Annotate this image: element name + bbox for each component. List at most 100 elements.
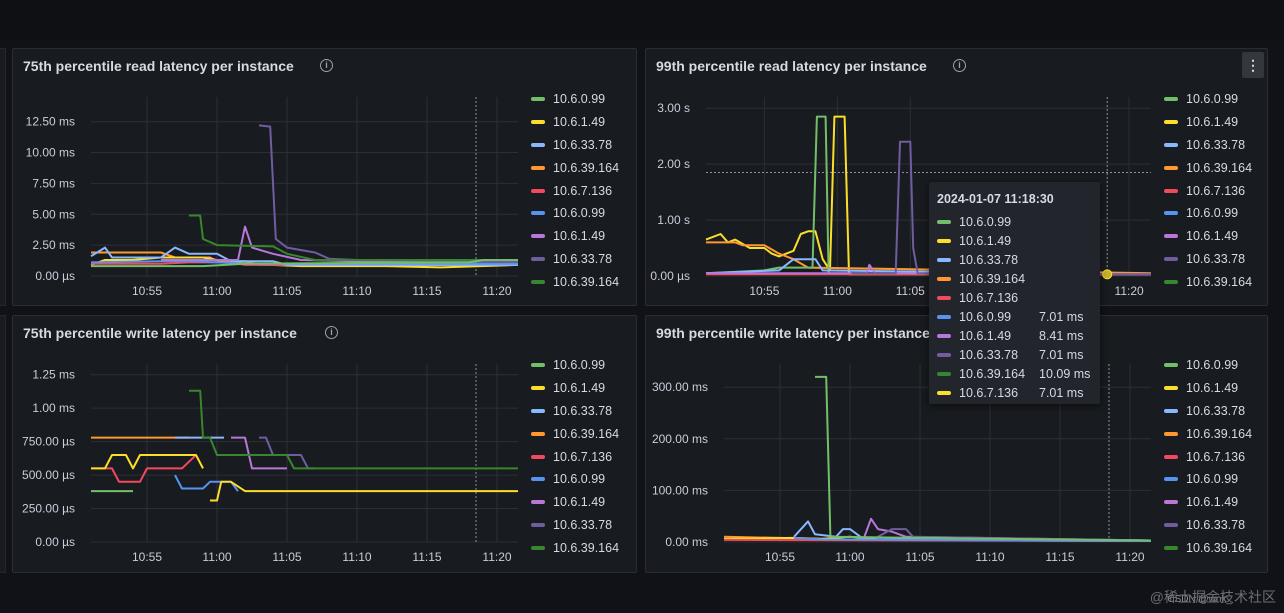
tooltip-row: 10.6.1.49 8.41 ms [937, 326, 1092, 345]
series-line[interactable] [815, 375, 1152, 542]
legend-swatch [531, 454, 545, 459]
legend-item[interactable]: 10.6.0.99 [1164, 88, 1252, 111]
tooltip-row: 10.6.0.99 7.01 ms [937, 307, 1092, 326]
watermark-sub: CSDN @wnk_ [1167, 594, 1232, 605]
legend-item[interactable]: 10.6.0.99 [531, 468, 619, 491]
series-line[interactable] [706, 241, 1152, 275]
series-line[interactable] [231, 436, 287, 470]
x-tick-label: 11:20 [1115, 284, 1144, 298]
panel-write-75th[interactable]: 75th percentile write latency per instan… [12, 315, 637, 573]
panel-title[interactable]: 99th percentile read latency per instanc… [656, 58, 927, 74]
panel-title[interactable]: 75th percentile read latency per instanc… [23, 58, 294, 74]
legend-item[interactable]: 10.6.39.164 [1164, 270, 1252, 293]
legend-label: 10.6.1.49 [1186, 229, 1239, 244]
legend-label: 10.6.33.78 [553, 517, 613, 532]
series-line[interactable] [210, 480, 518, 502]
series-line[interactable] [174, 474, 239, 492]
y-tick-label: 300.00 ms [652, 380, 708, 394]
legend-item[interactable]: 10.6.39.164 [531, 270, 619, 293]
legend-item[interactable]: 10.6.1.49 [531, 491, 619, 514]
series-line[interactable] [705, 258, 1152, 276]
legend-item[interactable]: 10.6.0.99 [1164, 354, 1252, 377]
legend-label: 10.6.33.78 [1186, 137, 1246, 152]
tooltip-swatch [937, 371, 951, 376]
series-line[interactable] [90, 246, 518, 266]
legend-item[interactable]: 10.6.33.78 [1164, 400, 1252, 423]
legend-item[interactable]: 10.6.33.78 [1164, 514, 1252, 537]
legend-item[interactable]: 10.6.7.136 [1164, 179, 1252, 202]
legend-item[interactable]: 10.6.33.78 [1164, 134, 1252, 157]
legend-item[interactable]: 10.6.7.136 [531, 179, 619, 202]
series-line[interactable] [189, 214, 518, 261]
series-line[interactable] [258, 124, 519, 263]
legend-label: 10.6.33.78 [1186, 403, 1246, 418]
legend-item[interactable]: 10.6.39.164 [1164, 156, 1252, 179]
legend-swatch [531, 120, 545, 125]
y-tick-label: 12.50 ms [26, 115, 75, 129]
tooltip-series-value: 8.41 ms [1039, 328, 1084, 343]
legend-label: 10.6.0.99 [553, 358, 606, 373]
legend-item[interactable]: 10.6.0.99 [531, 202, 619, 225]
legend-item[interactable]: 10.6.39.164 [531, 156, 619, 179]
legend-item[interactable]: 10.6.7.136 [1164, 445, 1252, 468]
series-line[interactable] [91, 259, 518, 268]
series-line[interactable] [91, 454, 204, 470]
y-tick-label: 3.00 s [657, 101, 690, 115]
legend-item[interactable]: 10.6.33.78 [531, 134, 619, 157]
legend-item[interactable]: 10.6.1.49 [531, 225, 619, 248]
legend-item[interactable]: 10.6.33.78 [531, 248, 619, 271]
panel-title[interactable]: 75th percentile write latency per instan… [23, 325, 297, 341]
hover-tooltip: 2024-01-07 11:18:30 10.6.0.99 10.6.1.49 10… [929, 182, 1100, 404]
legend-item[interactable]: 10.6.33.78 [531, 514, 619, 537]
info-icon[interactable]: i [953, 59, 966, 72]
legend-item[interactable]: 10.6.1.49 [531, 377, 619, 400]
legend: 10.6.0.99 10.6.1.49 10.6.33.78 10.6.39.164 1… [531, 88, 619, 293]
y-tick-label: 1.25 ms [32, 368, 75, 382]
legend-item[interactable]: 10.6.0.99 [1164, 468, 1252, 491]
legend-swatch [1164, 234, 1178, 239]
y-tick-label: 0.00 µs [650, 269, 690, 283]
legend-item[interactable]: 10.6.33.78 [1164, 248, 1252, 271]
legend-swatch [1164, 256, 1178, 261]
legend-label: 10.6.33.78 [553, 137, 613, 152]
tooltip-series-value: 10.09 ms [1039, 366, 1091, 381]
y-tick-label: 500.00 µs [22, 468, 75, 482]
legend-item[interactable]: 10.6.0.99 [1164, 202, 1252, 225]
legend-swatch [1164, 279, 1178, 284]
legend-item[interactable]: 10.6.39.164 [531, 422, 619, 445]
series-line[interactable] [793, 536, 1152, 542]
x-tick-label: 11:00 [823, 284, 852, 298]
chart-read75[interactable]: 0.00 µs 2.50 ms 5.00 ms 7.50 ms 10.00 ms 12.5… [13, 49, 638, 307]
legend-item[interactable]: 10.6.7.136 [531, 445, 619, 468]
tooltip-series-value: 7.01 ms [1039, 347, 1084, 362]
panel-read-75th[interactable]: 75th percentile read latency per instanc… [12, 48, 637, 306]
legend-item[interactable]: 10.6.1.49 [1164, 225, 1252, 248]
series-line[interactable] [851, 140, 1152, 276]
chart-write75[interactable]: 0.00 µs 250.00 µs 500.00 µs 750.00 µs 1.00 m… [13, 316, 638, 574]
series-line[interactable] [91, 454, 197, 483]
tooltip-row: 10.6.33.78 7.01 ms [937, 345, 1092, 364]
legend-label: 10.6.7.136 [553, 183, 613, 198]
legend-item[interactable]: 10.6.39.164 [531, 536, 619, 559]
legend-label: 10.6.1.49 [553, 381, 606, 396]
info-icon[interactable]: i [325, 326, 338, 339]
legend-item[interactable]: 10.6.1.49 [531, 111, 619, 134]
y-tick-label: 0.00 µs [35, 269, 75, 283]
legend-item[interactable]: 10.6.0.99 [531, 354, 619, 377]
legend-item[interactable]: 10.6.39.164 [1164, 536, 1252, 559]
panel-title[interactable]: 99th percentile write latency per instan… [656, 325, 930, 341]
legend-item[interactable]: 10.6.0.99 [531, 88, 619, 111]
tooltip-series-name: 10.6.0.99 [959, 309, 1012, 324]
legend-item[interactable]: 10.6.1.49 [1164, 111, 1252, 134]
info-icon[interactable]: i [320, 59, 333, 72]
legend-swatch [531, 279, 545, 284]
legend-item[interactable]: 10.6.39.164 [1164, 422, 1252, 445]
legend-item[interactable]: 10.6.1.49 [1164, 377, 1252, 400]
series-line[interactable] [705, 115, 1151, 276]
legend-item[interactable]: 10.6.33.78 [531, 400, 619, 423]
series-line[interactable] [189, 389, 518, 470]
legend-label: 10.6.0.99 [1186, 472, 1239, 487]
legend-swatch [531, 256, 545, 261]
legend-item[interactable]: 10.6.1.49 [1164, 491, 1252, 514]
panel-menu-button[interactable]: ⋮ [1242, 52, 1264, 78]
